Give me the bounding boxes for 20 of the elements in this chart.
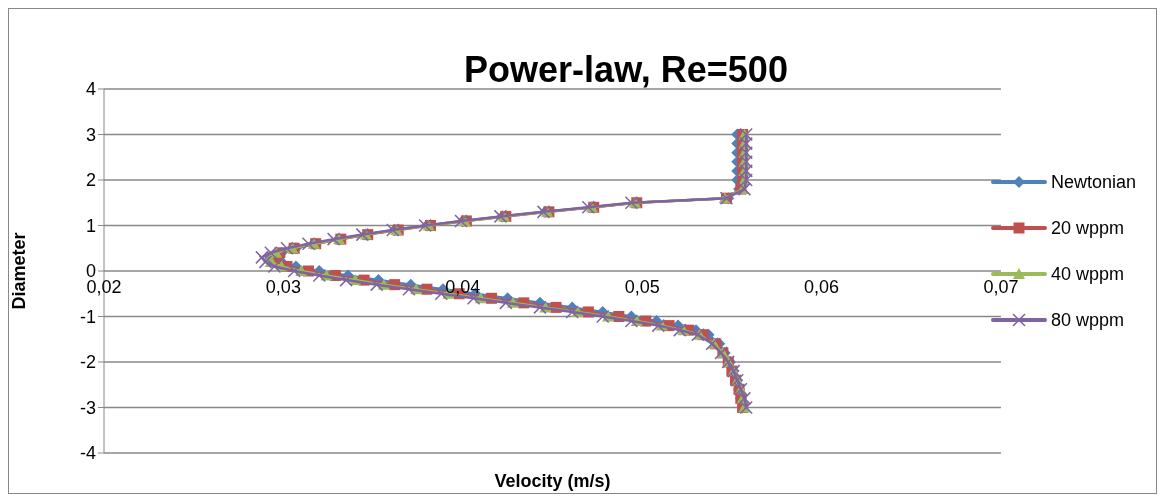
y-tick-label: 1: [85, 215, 96, 236]
legend-label: Newtonian: [1050, 171, 1136, 193]
x-tick-label: 0,07: [983, 277, 1019, 297]
y-tick-label: -2: [79, 352, 96, 373]
x-tick-label: 0,03: [265, 277, 301, 297]
y-tick-label: 3: [85, 124, 96, 145]
x-tick-label: 0,02: [86, 277, 122, 297]
legend-label: 80 wppm: [1050, 309, 1124, 331]
x-axis-title: Velocity (m/s): [494, 471, 611, 491]
y-tick-label: 2: [85, 170, 96, 191]
legend-label: 40 wppm: [1050, 263, 1124, 285]
y-axis-title: Diameter: [9, 232, 30, 310]
legend-label: 20 wppm: [1050, 217, 1124, 239]
y-tick-label: -4: [79, 443, 96, 464]
y-tick-label: -3: [79, 397, 96, 418]
chart-title: Power-law, Re=500: [463, 49, 789, 91]
x-tick-label: 0,05: [624, 277, 660, 297]
y-tick-label: 4: [85, 79, 96, 100]
y-tick-label: -1: [79, 306, 96, 327]
x-tick-label: 0,06: [804, 277, 840, 297]
